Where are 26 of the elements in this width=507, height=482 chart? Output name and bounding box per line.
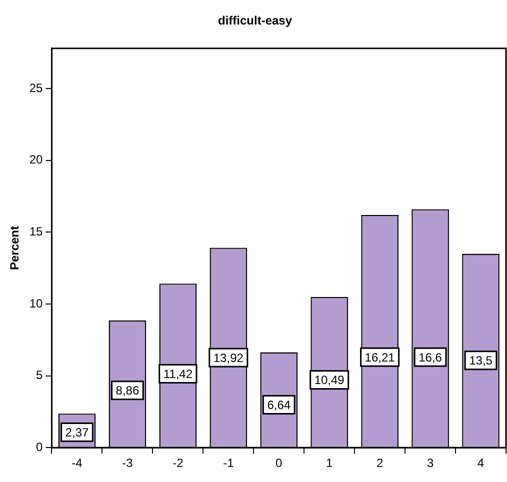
x-tick-label: 0 xyxy=(276,456,283,470)
data-label: 13,5 xyxy=(469,354,493,368)
x-tick-label: 3 xyxy=(426,456,434,470)
data-label: 11,42 xyxy=(163,367,193,382)
y-tick-label: 5 xyxy=(36,368,44,382)
y-tick-label: 25 xyxy=(29,80,44,95)
x-tick-label: -3 xyxy=(122,456,134,470)
y-axis-title: Percent xyxy=(8,226,22,270)
x-tick-label: 4 xyxy=(477,456,484,470)
chart-title: difficult-easy xyxy=(218,14,292,28)
x-tick-label: -2 xyxy=(172,456,184,470)
y-tick-label: 15 xyxy=(29,224,44,239)
y-tick-label: 10 xyxy=(29,296,44,310)
data-label: 16,21 xyxy=(364,350,396,364)
data-label: 2,37 xyxy=(65,426,89,440)
x-tick-label: -1 xyxy=(223,456,234,470)
data-label: 10,49 xyxy=(314,373,345,388)
y-tick-label: 0 xyxy=(36,440,44,454)
data-label: 16,6 xyxy=(418,350,442,364)
data-label: 13,92 xyxy=(213,350,244,365)
y-tick-label: 20 xyxy=(29,152,44,167)
data-label: 6,64 xyxy=(267,398,291,412)
x-tick-label: 1 xyxy=(326,456,334,470)
x-tick-label: 2 xyxy=(376,456,384,470)
x-tick-label: -4 xyxy=(72,456,83,470)
data-label: 8,86 xyxy=(116,384,140,398)
